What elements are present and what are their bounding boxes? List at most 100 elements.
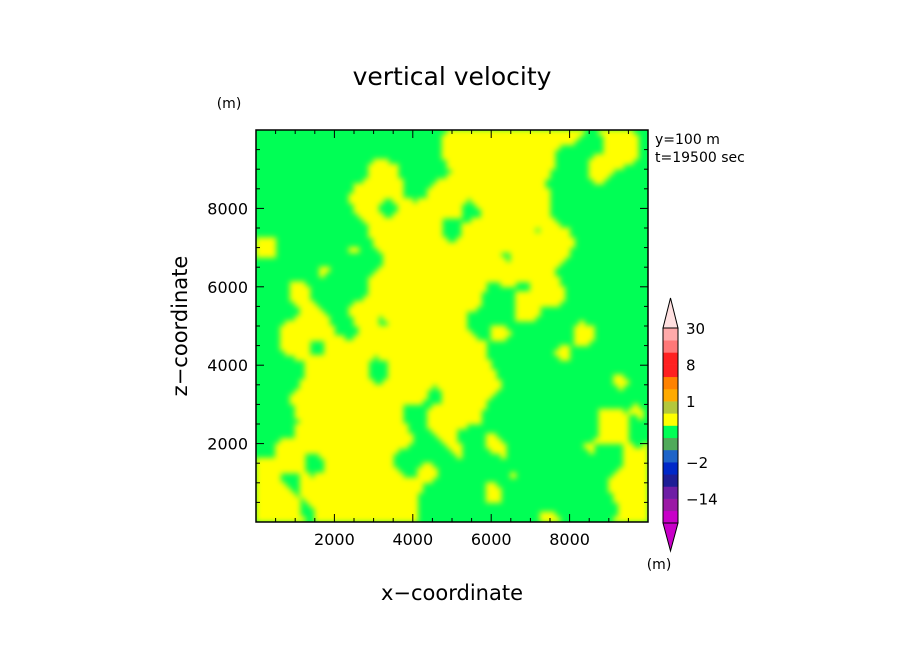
positive-cell <box>353 247 360 253</box>
positive-cell <box>529 217 536 224</box>
positive-cell <box>329 413 335 420</box>
positive-cell <box>407 315 414 322</box>
positive-cell <box>422 276 428 283</box>
positive-cell <box>505 281 512 288</box>
positive-cell <box>382 511 389 518</box>
positive-cell <box>613 413 620 420</box>
positive-cell <box>378 271 384 278</box>
positive-cell <box>461 340 468 347</box>
positive-cell <box>422 462 428 469</box>
positive-cell <box>333 457 340 464</box>
positive-cell <box>412 487 419 494</box>
positive-cell <box>613 144 620 151</box>
positive-cell <box>613 482 620 489</box>
positive-cell <box>471 173 477 180</box>
positive-cell <box>490 448 497 454</box>
positive-cell <box>260 242 267 249</box>
positive-cell <box>520 217 526 224</box>
positive-cell <box>461 345 468 351</box>
positive-cell <box>378 467 384 474</box>
positive-cell <box>549 266 556 273</box>
positive-cell <box>373 448 379 454</box>
positive-cell <box>387 492 394 498</box>
positive-cell <box>623 511 629 518</box>
positive-cell <box>387 261 394 268</box>
positive-cell <box>495 227 502 234</box>
positive-cell <box>368 408 375 415</box>
positive-cell <box>397 340 404 347</box>
positive-cell <box>353 492 360 498</box>
positive-cell <box>412 389 419 396</box>
positive-cell <box>256 497 262 503</box>
positive-cell <box>549 237 556 244</box>
positive-cell <box>613 418 620 425</box>
positive-cell <box>304 301 311 307</box>
positive-cell <box>348 310 355 317</box>
positive-cell <box>441 359 448 366</box>
positive-cell <box>363 364 370 371</box>
positive-cell <box>319 492 326 498</box>
positive-cell <box>456 212 463 219</box>
positive-cell <box>363 501 370 508</box>
colorbar-band <box>663 364 678 378</box>
positive-cell <box>289 291 296 298</box>
positive-cell <box>373 281 379 288</box>
positive-cell <box>324 487 330 494</box>
positive-cell <box>392 335 399 342</box>
positive-cell <box>412 320 419 327</box>
positive-cell <box>505 207 512 214</box>
positive-cell <box>627 511 634 518</box>
positive-cell <box>436 261 443 268</box>
positive-cell <box>539 163 546 170</box>
positive-cell <box>402 374 409 381</box>
positive-cell <box>363 374 370 381</box>
positive-cell <box>402 443 409 449</box>
positive-cell <box>446 443 453 449</box>
positive-cell <box>485 359 492 366</box>
positive-cell <box>510 183 517 190</box>
positive-cell <box>451 389 458 396</box>
positive-cell <box>441 237 448 244</box>
positive-cell <box>275 497 281 503</box>
positive-cell <box>348 511 355 518</box>
positive-cell <box>490 433 497 440</box>
positive-cell <box>431 330 438 337</box>
positive-cell <box>534 247 541 253</box>
positive-cell <box>431 237 438 244</box>
colorbar-band <box>663 462 678 475</box>
positive-cell <box>314 413 321 420</box>
positive-cell <box>461 232 468 239</box>
positive-cell <box>368 232 375 239</box>
positive-cell <box>500 139 507 146</box>
positive-cell <box>319 433 326 440</box>
positive-cell <box>368 413 375 420</box>
positive-cell <box>358 506 365 513</box>
positive-cell <box>402 477 409 484</box>
y-tick-label: 8000 <box>207 199 248 218</box>
positive-cell <box>461 310 468 317</box>
positive-cell <box>314 501 321 508</box>
positive-cell <box>505 330 512 337</box>
positive-cell <box>397 203 404 209</box>
positive-cell <box>588 163 595 170</box>
positive-cell <box>466 345 473 351</box>
positive-cell <box>461 222 468 229</box>
positive-cell <box>495 330 502 337</box>
positive-cell <box>598 158 605 165</box>
positive-cell <box>363 188 370 195</box>
positive-cell <box>299 462 306 469</box>
positive-cell <box>427 408 433 415</box>
positive-cell <box>515 183 522 190</box>
positive-cell <box>275 492 281 498</box>
positive-cell <box>623 472 629 479</box>
positive-cell <box>436 207 443 214</box>
positive-cell <box>397 256 404 263</box>
positive-cell <box>554 256 561 263</box>
positive-cell <box>275 448 281 454</box>
positive-cell <box>446 423 453 430</box>
positive-cell <box>431 472 438 479</box>
colorbar-label: −14 <box>686 491 718 509</box>
positive-cell <box>642 501 648 508</box>
positive-cell <box>378 325 384 332</box>
positive-cell <box>544 149 551 155</box>
